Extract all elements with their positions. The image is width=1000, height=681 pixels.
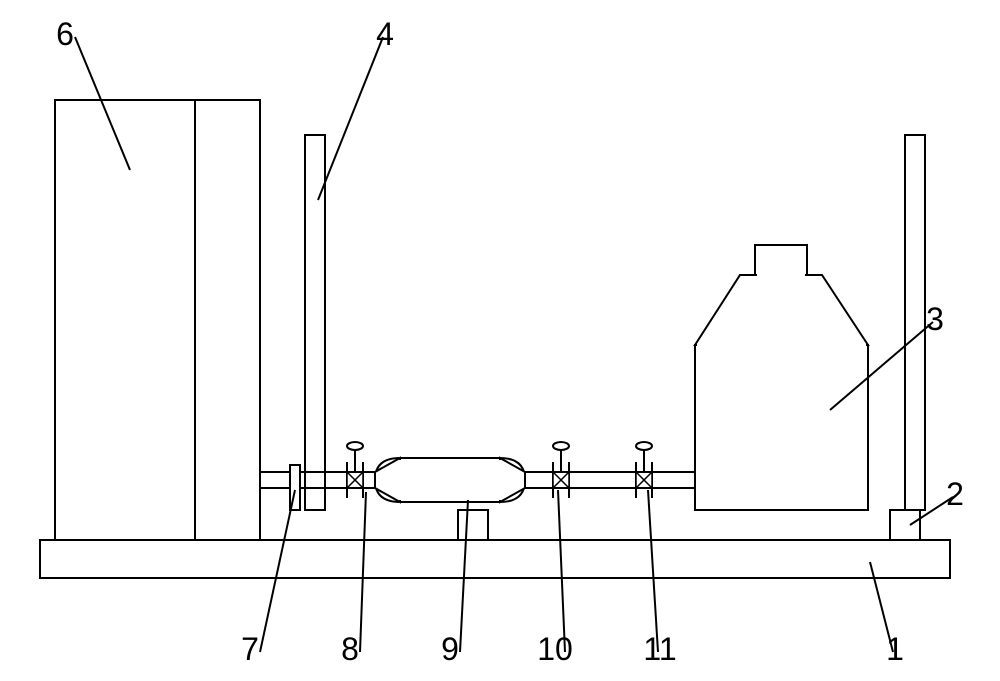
leader-4 xyxy=(318,37,383,200)
callout-label-11: 11 xyxy=(643,631,676,667)
callout-label-2: 2 xyxy=(946,476,964,512)
callout-label-8: 8 xyxy=(341,631,359,667)
valve-wheel-1 xyxy=(553,442,569,450)
valve-body-l-2 xyxy=(636,472,644,488)
base-foot-1 xyxy=(458,510,488,540)
pillar-1 xyxy=(905,135,925,510)
valve-body-r-0 xyxy=(355,472,363,488)
valve-body-l-1 xyxy=(553,472,561,488)
valve-wheel-0 xyxy=(347,442,363,450)
callout-label-4: 4 xyxy=(376,16,394,52)
valve-body-r-1 xyxy=(561,472,569,488)
left-block xyxy=(55,100,260,540)
valve-body-l-0 xyxy=(347,472,355,488)
callout-label-6: 6 xyxy=(56,16,74,52)
callout-label-1: 1 xyxy=(886,631,904,667)
callout-label-9: 9 xyxy=(441,631,459,667)
base-foot-2 xyxy=(890,510,920,540)
callout-label-10: 10 xyxy=(537,631,573,667)
base-plate xyxy=(40,540,950,578)
vessel-neck xyxy=(755,245,807,275)
valve-wheel-2 xyxy=(636,442,652,450)
valve-body-r-2 xyxy=(644,472,652,488)
callout-label-7: 7 xyxy=(241,631,259,667)
vessel-body xyxy=(695,345,868,510)
vessel-cone xyxy=(695,275,868,345)
callout-label-3: 3 xyxy=(926,301,944,337)
